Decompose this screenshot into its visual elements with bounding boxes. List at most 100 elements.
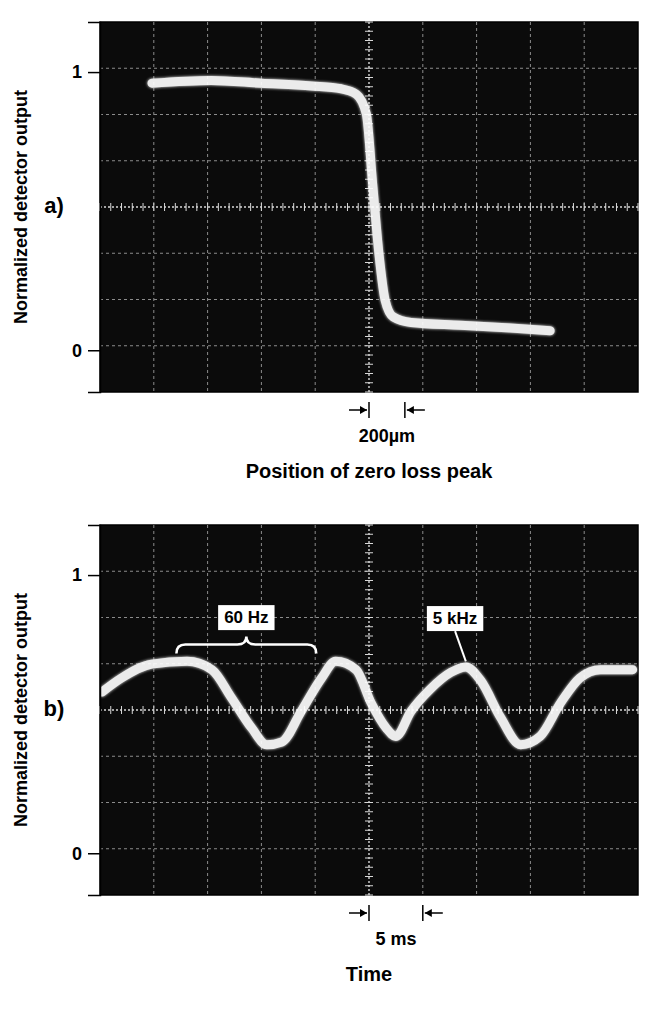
graticule-line: [315, 22, 316, 392]
graticule-minor-tick: [616, 706, 617, 714]
graticule-minor-tick: [401, 706, 402, 714]
graticule-minor-tick: [390, 706, 391, 714]
graticule-minor-tick: [365, 626, 373, 627]
graticule-line: [261, 525, 262, 895]
graticule-minor-tick: [530, 706, 531, 714]
graticule-minor-tick: [365, 821, 373, 822]
graticule-minor-tick: [153, 203, 154, 211]
graticule-line: [584, 22, 585, 392]
graticule-minor-tick: [272, 203, 273, 211]
graticule-minor-tick: [336, 706, 337, 714]
graticule-minor-tick: [250, 203, 251, 211]
graticule-minor-tick: [365, 608, 373, 609]
y-tick: 1: [72, 62, 100, 82]
graticule-minor-tick: [315, 203, 316, 211]
graticule-minor-tick: [207, 203, 208, 211]
graticule-minor-tick: [455, 203, 456, 211]
graticule-line: [100, 756, 638, 757]
graticule-minor-tick: [196, 203, 197, 211]
scale-bar: 5 ms: [349, 905, 443, 949]
panel: 01Normalized detector outputa)200µmPosit…: [11, 22, 638, 482]
graticule-minor-tick: [476, 706, 477, 714]
graticule-minor-tick: [143, 706, 144, 714]
graticule-minor-tick: [358, 203, 359, 211]
annotation-label: 5 kHz: [433, 609, 477, 628]
graticule-minor-tick: [365, 86, 373, 87]
graticule-minor-tick: [365, 77, 373, 78]
graticule-minor-tick: [250, 706, 251, 714]
graticule-minor-tick: [365, 336, 373, 337]
graticule-minor-tick: [508, 203, 509, 211]
graticule-line: [100, 253, 638, 254]
graticule-line: [153, 525, 154, 895]
y-axis-title: Normalized detector output: [11, 593, 31, 827]
graticule-line: [100, 617, 638, 618]
graticule-minor-tick: [390, 203, 391, 211]
graticule-line: [530, 22, 531, 392]
graticule-minor-tick: [519, 706, 520, 714]
annotation-box: [427, 606, 483, 631]
graticule-minor-tick: [638, 706, 639, 714]
graticule-minor-tick: [365, 784, 373, 785]
graticule-line: [261, 22, 262, 392]
graticule-minor-tick: [365, 895, 373, 896]
y-tick-label: 1: [72, 62, 82, 82]
y-tick-label: 0: [72, 844, 82, 864]
graticule-minor-tick: [365, 811, 373, 812]
graticule: [100, 525, 638, 895]
graticule-minor-tick: [365, 728, 373, 729]
graticule-minor-tick: [365, 876, 373, 877]
graticule-minor-tick: [365, 40, 373, 41]
graticule-minor-tick: [455, 706, 456, 714]
graticule-minor-tick: [365, 673, 373, 674]
y-tick: 0: [72, 844, 100, 864]
graticule-minor-tick: [358, 706, 359, 714]
graticule-minor-tick: [365, 636, 373, 637]
panel-label: a): [44, 193, 64, 218]
graticule-minor-tick: [365, 49, 373, 50]
graticule-minor-tick: [365, 244, 373, 245]
graticule-line: [584, 525, 585, 895]
y-axis: 01: [72, 23, 101, 393]
graticule-line: [100, 848, 638, 849]
scale-bar-arrowhead: [360, 909, 367, 917]
graticule-minor-tick: [132, 203, 133, 211]
y-tick-label: 1: [72, 565, 82, 585]
panel: 01Normalized detector outputb)5 msTime60…: [11, 525, 638, 985]
graticule-minor-tick: [186, 706, 187, 714]
scale-bar-label: 200µm: [359, 426, 415, 446]
y-axis: 01: [72, 526, 101, 896]
graticule-minor-tick: [365, 308, 373, 309]
scale-bar: 200µm: [349, 402, 425, 446]
graticule-minor-tick: [196, 706, 197, 714]
graticule-minor-tick: [365, 543, 373, 544]
scale-bar-arrowhead: [425, 909, 432, 917]
graticule-minor-tick: [186, 203, 187, 211]
graticule-minor-tick: [164, 203, 165, 211]
graticule-minor-tick: [465, 203, 466, 211]
scale-bar-arrowhead: [360, 406, 367, 414]
annotation: 60 Hz: [176, 605, 316, 654]
graticule-minor-tick: [365, 867, 373, 868]
graticule-minor-tick: [153, 706, 154, 714]
screen: [100, 22, 638, 392]
trace-group: [102, 661, 632, 744]
graticule-minor-tick: [365, 271, 373, 272]
y-tick-mark: [88, 350, 100, 352]
graticule-minor-tick: [594, 203, 595, 211]
graticule-minor-tick: [465, 706, 466, 714]
graticule-minor-tick: [304, 203, 305, 211]
graticule-minor-tick: [365, 617, 373, 618]
graticule-minor-tick: [365, 253, 373, 254]
chart-svg: 01Normalized detector outputa)200µmPosit…: [0, 0, 647, 1014]
scale-bar-edge: [368, 905, 370, 921]
graticule-minor-tick: [605, 203, 606, 211]
graticule-line: [207, 525, 208, 895]
graticule-minor-tick: [121, 706, 122, 714]
graticule-minor-tick: [175, 203, 176, 211]
annotation: 5 kHz: [427, 606, 483, 661]
graticule-minor-tick: [594, 706, 595, 714]
graticule-minor-tick: [508, 706, 509, 714]
graticule-minor-tick: [175, 706, 176, 714]
y-tick-mark: [88, 575, 100, 577]
